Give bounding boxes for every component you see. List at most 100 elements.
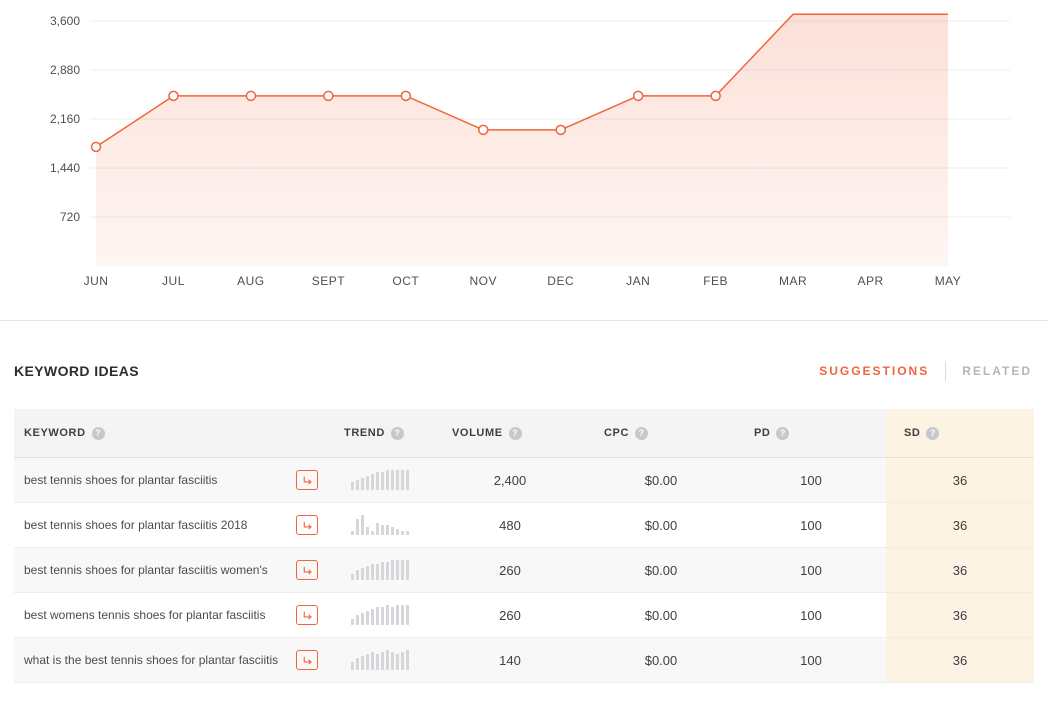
trend-bar <box>406 605 409 625</box>
trend-bar <box>386 525 389 535</box>
help-icon[interactable]: ? <box>508 426 522 440</box>
search-volume-chart-card: 3,600 2,880 2,160 1,440 720 JUN JUL AUG SEPT OCT N… <box>0 0 1048 321</box>
arrow-right-icon <box>303 521 312 529</box>
svg-text:720: 720 <box>60 210 80 224</box>
trend-bar <box>381 472 384 490</box>
trend-bar <box>381 607 384 625</box>
column-label: TREND <box>344 427 385 439</box>
tab-suggestions[interactable]: SUGGESTIONS <box>819 364 930 378</box>
pd-cell: 100 <box>736 593 886 637</box>
svg-text:1,440: 1,440 <box>50 161 80 175</box>
trend-bar <box>371 474 374 490</box>
column-header-sd[interactable]: SD ? <box>886 409 1034 457</box>
keyword-table: KEYWORD ? TREND ? VOLUME ? CPC ? PD ? SD… <box>14 409 1034 683</box>
trend-bar <box>401 560 404 580</box>
trend-bar <box>371 609 374 625</box>
tab-related[interactable]: RELATED <box>962 364 1032 378</box>
trend-bar <box>406 560 409 580</box>
column-header-cpc[interactable]: CPC ? <box>586 409 736 457</box>
open-keyword-button[interactable] <box>296 605 318 625</box>
trend-bar <box>391 527 394 535</box>
trend-bar <box>381 562 384 580</box>
table-body: best tennis shoes for plantar fasciitis 2… <box>14 458 1034 683</box>
trend-bar <box>401 470 404 490</box>
column-header-keyword[interactable]: KEYWORD ? <box>14 409 326 457</box>
sd-cell: 36 <box>886 503 1034 547</box>
trend-bar <box>386 562 389 580</box>
trend-bar <box>356 615 359 625</box>
open-keyword-button[interactable] <box>296 560 318 580</box>
trend-bar <box>366 611 369 625</box>
svg-text:OCT: OCT <box>392 274 419 288</box>
search-volume-area-chart: 3,600 2,880 2,160 1,440 720 JUN JUL AUG SEPT OCT N… <box>50 13 1010 288</box>
svg-text:NOV: NOV <box>470 274 498 288</box>
cpc-cell: $0.00 <box>586 638 736 682</box>
volume-cell: 480 <box>434 503 586 547</box>
table-row: best tennis shoes for plantar fasciitis … <box>14 548 1034 593</box>
open-keyword-button[interactable] <box>296 470 318 490</box>
keyword-ideas-header: KEYWORD IDEAS SUGGESTIONS RELATED <box>0 321 1048 409</box>
column-header-pd[interactable]: PD ? <box>736 409 886 457</box>
tab-divider <box>945 361 947 381</box>
trend-bar <box>406 650 409 670</box>
trend-bar <box>396 605 399 625</box>
open-keyword-button[interactable] <box>296 515 318 535</box>
trend-bar <box>386 650 389 670</box>
trend-sparkline <box>326 503 434 547</box>
trend-bar <box>381 525 384 535</box>
help-icon[interactable]: ? <box>91 426 105 440</box>
trend-bar <box>351 531 354 535</box>
trend-bar <box>361 478 364 490</box>
pd-cell: 100 <box>736 638 886 682</box>
trend-sparkline <box>326 638 434 682</box>
open-keyword-button[interactable] <box>296 650 318 670</box>
column-header-trend[interactable]: TREND ? <box>326 409 434 457</box>
pd-cell: 100 <box>736 548 886 592</box>
table-row: best womens tennis shoes for plantar fas… <box>14 593 1034 638</box>
svg-text:AUG: AUG <box>237 274 265 288</box>
svg-text:FEB: FEB <box>703 274 728 288</box>
table-row: best tennis shoes for plantar fasciitis 2… <box>14 458 1034 503</box>
trend-bar <box>361 613 364 625</box>
trend-bar <box>406 531 409 535</box>
help-icon[interactable]: ? <box>635 426 649 440</box>
help-icon[interactable]: ? <box>926 426 940 440</box>
trend-bar <box>396 529 399 535</box>
sd-cell: 36 <box>886 593 1034 637</box>
cpc-cell: $0.00 <box>586 503 736 547</box>
table-row: best tennis shoes for plantar fasciitis … <box>14 503 1034 548</box>
svg-text:JUN: JUN <box>84 274 109 288</box>
trend-sparkline <box>326 593 434 637</box>
trend-bar <box>366 476 369 490</box>
trend-bar <box>401 652 404 670</box>
svg-text:SEPT: SEPT <box>312 274 346 288</box>
keyword-cell: best tennis shoes for plantar fasciitis … <box>14 548 326 592</box>
column-label: VOLUME <box>452 427 503 439</box>
trend-bar <box>391 607 394 625</box>
trend-bar <box>396 560 399 580</box>
column-label: SD <box>904 427 921 439</box>
trend-bar <box>351 482 354 490</box>
trend-bar <box>366 527 369 535</box>
table-header-row: KEYWORD ? TREND ? VOLUME ? CPC ? PD ? SD… <box>14 409 1034 458</box>
trend-bar <box>366 566 369 580</box>
help-icon[interactable]: ? <box>390 426 404 440</box>
trend-bar <box>381 652 384 670</box>
pd-cell: 100 <box>736 503 886 547</box>
trend-bar <box>361 515 364 535</box>
trend-bar <box>406 470 409 490</box>
help-icon[interactable]: ? <box>776 426 790 440</box>
trend-bar <box>386 470 389 490</box>
arrow-right-icon <box>303 476 312 484</box>
keyword-cell: best womens tennis shoes for plantar fas… <box>14 593 326 637</box>
trend-bar <box>356 480 359 490</box>
column-header-volume[interactable]: VOLUME ? <box>434 409 586 457</box>
svg-text:3,600: 3,600 <box>50 14 80 28</box>
trend-sparkline <box>326 548 434 592</box>
trend-bar <box>376 564 379 580</box>
svg-text:2,880: 2,880 <box>50 63 80 77</box>
trend-bar <box>366 654 369 670</box>
keyword-cell: best tennis shoes for plantar fasciitis … <box>14 503 326 547</box>
trend-bar <box>401 531 404 535</box>
